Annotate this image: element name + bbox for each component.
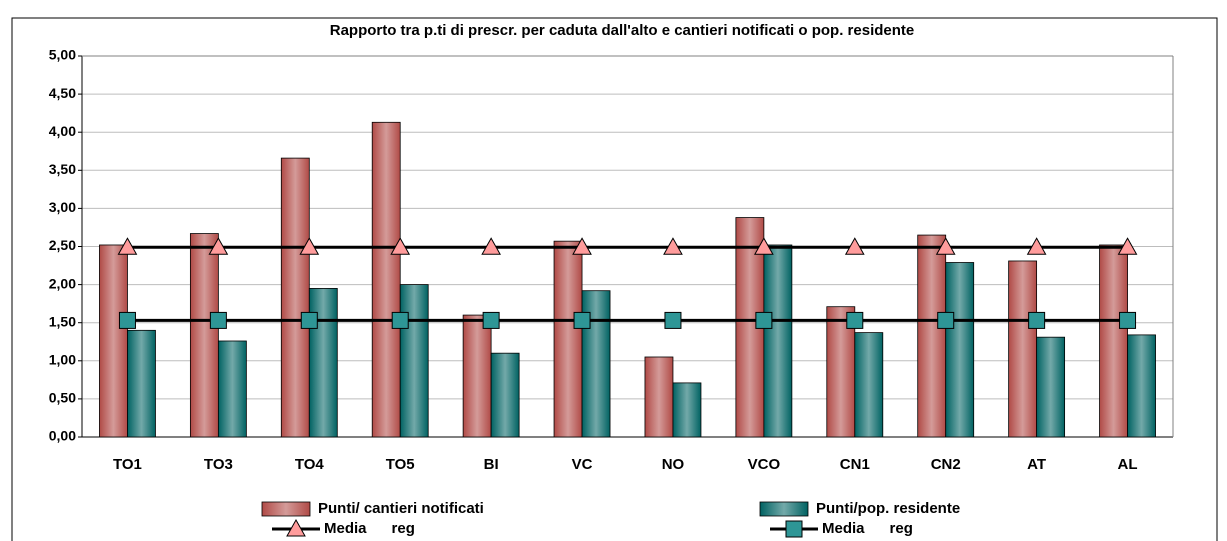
y-tick-label: 3,50 (49, 161, 76, 177)
bar (217, 340, 247, 438)
x-tick-label: AT (1027, 456, 1046, 473)
marker (1117, 237, 1138, 255)
marker (664, 311, 682, 329)
chart-title: Rapporto tra p.ti di prescr. per caduta … (330, 22, 915, 39)
marker (663, 237, 683, 255)
bar (127, 329, 156, 438)
marker (299, 237, 320, 255)
marker (209, 311, 227, 329)
bar (308, 288, 338, 438)
x-tick-label: CN2 (931, 456, 961, 473)
bar (1099, 244, 1128, 438)
x-tick-label: VCO (748, 456, 781, 473)
bar (553, 240, 583, 438)
bar (1127, 334, 1156, 438)
y-tick-label: 1,50 (49, 313, 76, 329)
marker (755, 311, 773, 329)
marker (118, 311, 136, 329)
bar (280, 157, 310, 438)
y-tick-label: 5,00 (49, 47, 76, 63)
marker (937, 311, 955, 329)
y-tick-label: 0,00 (49, 428, 76, 444)
y-tick-label: 3,00 (49, 199, 76, 215)
y-tick-label: 4,00 (49, 123, 76, 139)
marker (754, 237, 774, 255)
marker (390, 237, 411, 255)
marker (1119, 311, 1137, 329)
marker (391, 311, 409, 329)
marker (1026, 237, 1047, 255)
marker (481, 237, 501, 255)
bar (917, 234, 947, 438)
marker (300, 311, 318, 329)
y-tick-label: 2,50 (49, 237, 76, 253)
bar (189, 233, 219, 438)
marker (117, 237, 138, 255)
marker (572, 237, 592, 255)
x-tick-label: TO5 (386, 456, 415, 473)
marker (573, 311, 591, 329)
legend-label: Punti/ cantieri notificati (318, 500, 484, 517)
legend-marker (286, 518, 306, 537)
marker (482, 311, 500, 329)
y-tick-label: 1,00 (49, 352, 76, 368)
legend-label: Media reg (324, 520, 415, 537)
x-tick-label: AL (1118, 456, 1138, 473)
bar (763, 244, 793, 438)
bar (371, 121, 401, 438)
marker (844, 237, 865, 255)
x-tick-label: NO (662, 456, 685, 473)
bar (1008, 260, 1038, 438)
bar (644, 356, 674, 438)
bar (99, 244, 128, 438)
x-tick-label: TO1 (113, 456, 142, 473)
legend-swatch (261, 501, 311, 517)
y-tick-label: 2,00 (49, 275, 76, 291)
x-tick-label: VC (572, 456, 593, 473)
legend-marker (785, 520, 803, 538)
marker (935, 237, 956, 255)
bar (1036, 336, 1066, 438)
bar (399, 284, 429, 438)
y-tick-label: 0,50 (49, 390, 76, 406)
x-tick-label: CN1 (840, 456, 870, 473)
x-tick-label: TO3 (204, 456, 233, 473)
legend-label: Media reg (822, 520, 913, 537)
marker (208, 237, 229, 255)
x-tick-label: BI (484, 456, 499, 473)
marker (846, 311, 864, 329)
x-tick-label: TO4 (295, 456, 325, 473)
bar (490, 352, 520, 438)
bar (462, 314, 492, 438)
y-tick-label: 4,50 (49, 85, 76, 101)
bar (672, 382, 702, 438)
bar (854, 332, 884, 438)
bar (945, 262, 975, 438)
legend-label: Punti/pop. residente (816, 500, 960, 517)
legend-swatch (759, 501, 809, 517)
marker (1028, 311, 1046, 329)
